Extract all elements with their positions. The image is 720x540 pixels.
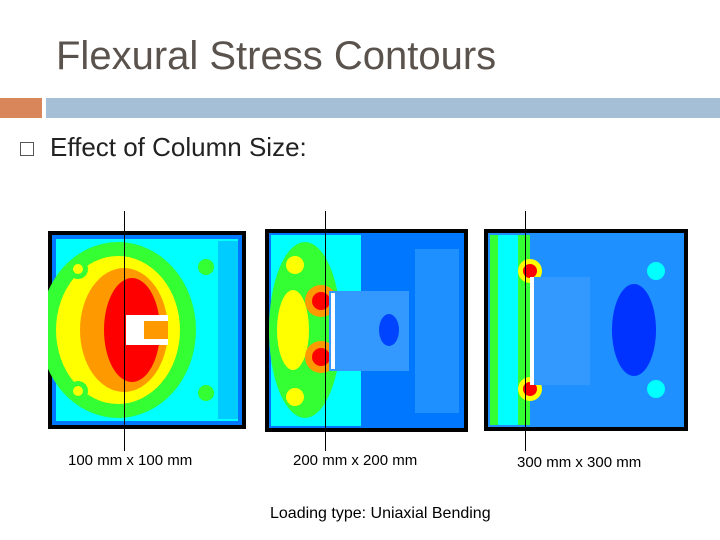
caption-200mm: 200 mm x 200 mm [293,452,418,469]
contour-plot-200mm [265,229,468,432]
caption-300mm: 300 mm x 300 mm [517,454,642,471]
bullet-text: Effect of Column Size: [50,132,307,162]
loading-type-label: Loading type: Uniaxial Bending [270,505,491,522]
contour-plot-300mm [484,229,688,431]
column-centerline-100mm [124,211,125,451]
column-centerline-300mm [525,211,526,451]
column-centerline-200mm [325,211,326,451]
bullet-square-icon [20,142,34,156]
accent-bar-blue [46,98,720,118]
caption-100mm: 100 mm x 100 mm [68,452,193,469]
contour-plot-100mm [48,231,246,429]
accent-bar-orange [0,98,42,118]
slide-title: Flexural Stress Contours [56,34,497,78]
